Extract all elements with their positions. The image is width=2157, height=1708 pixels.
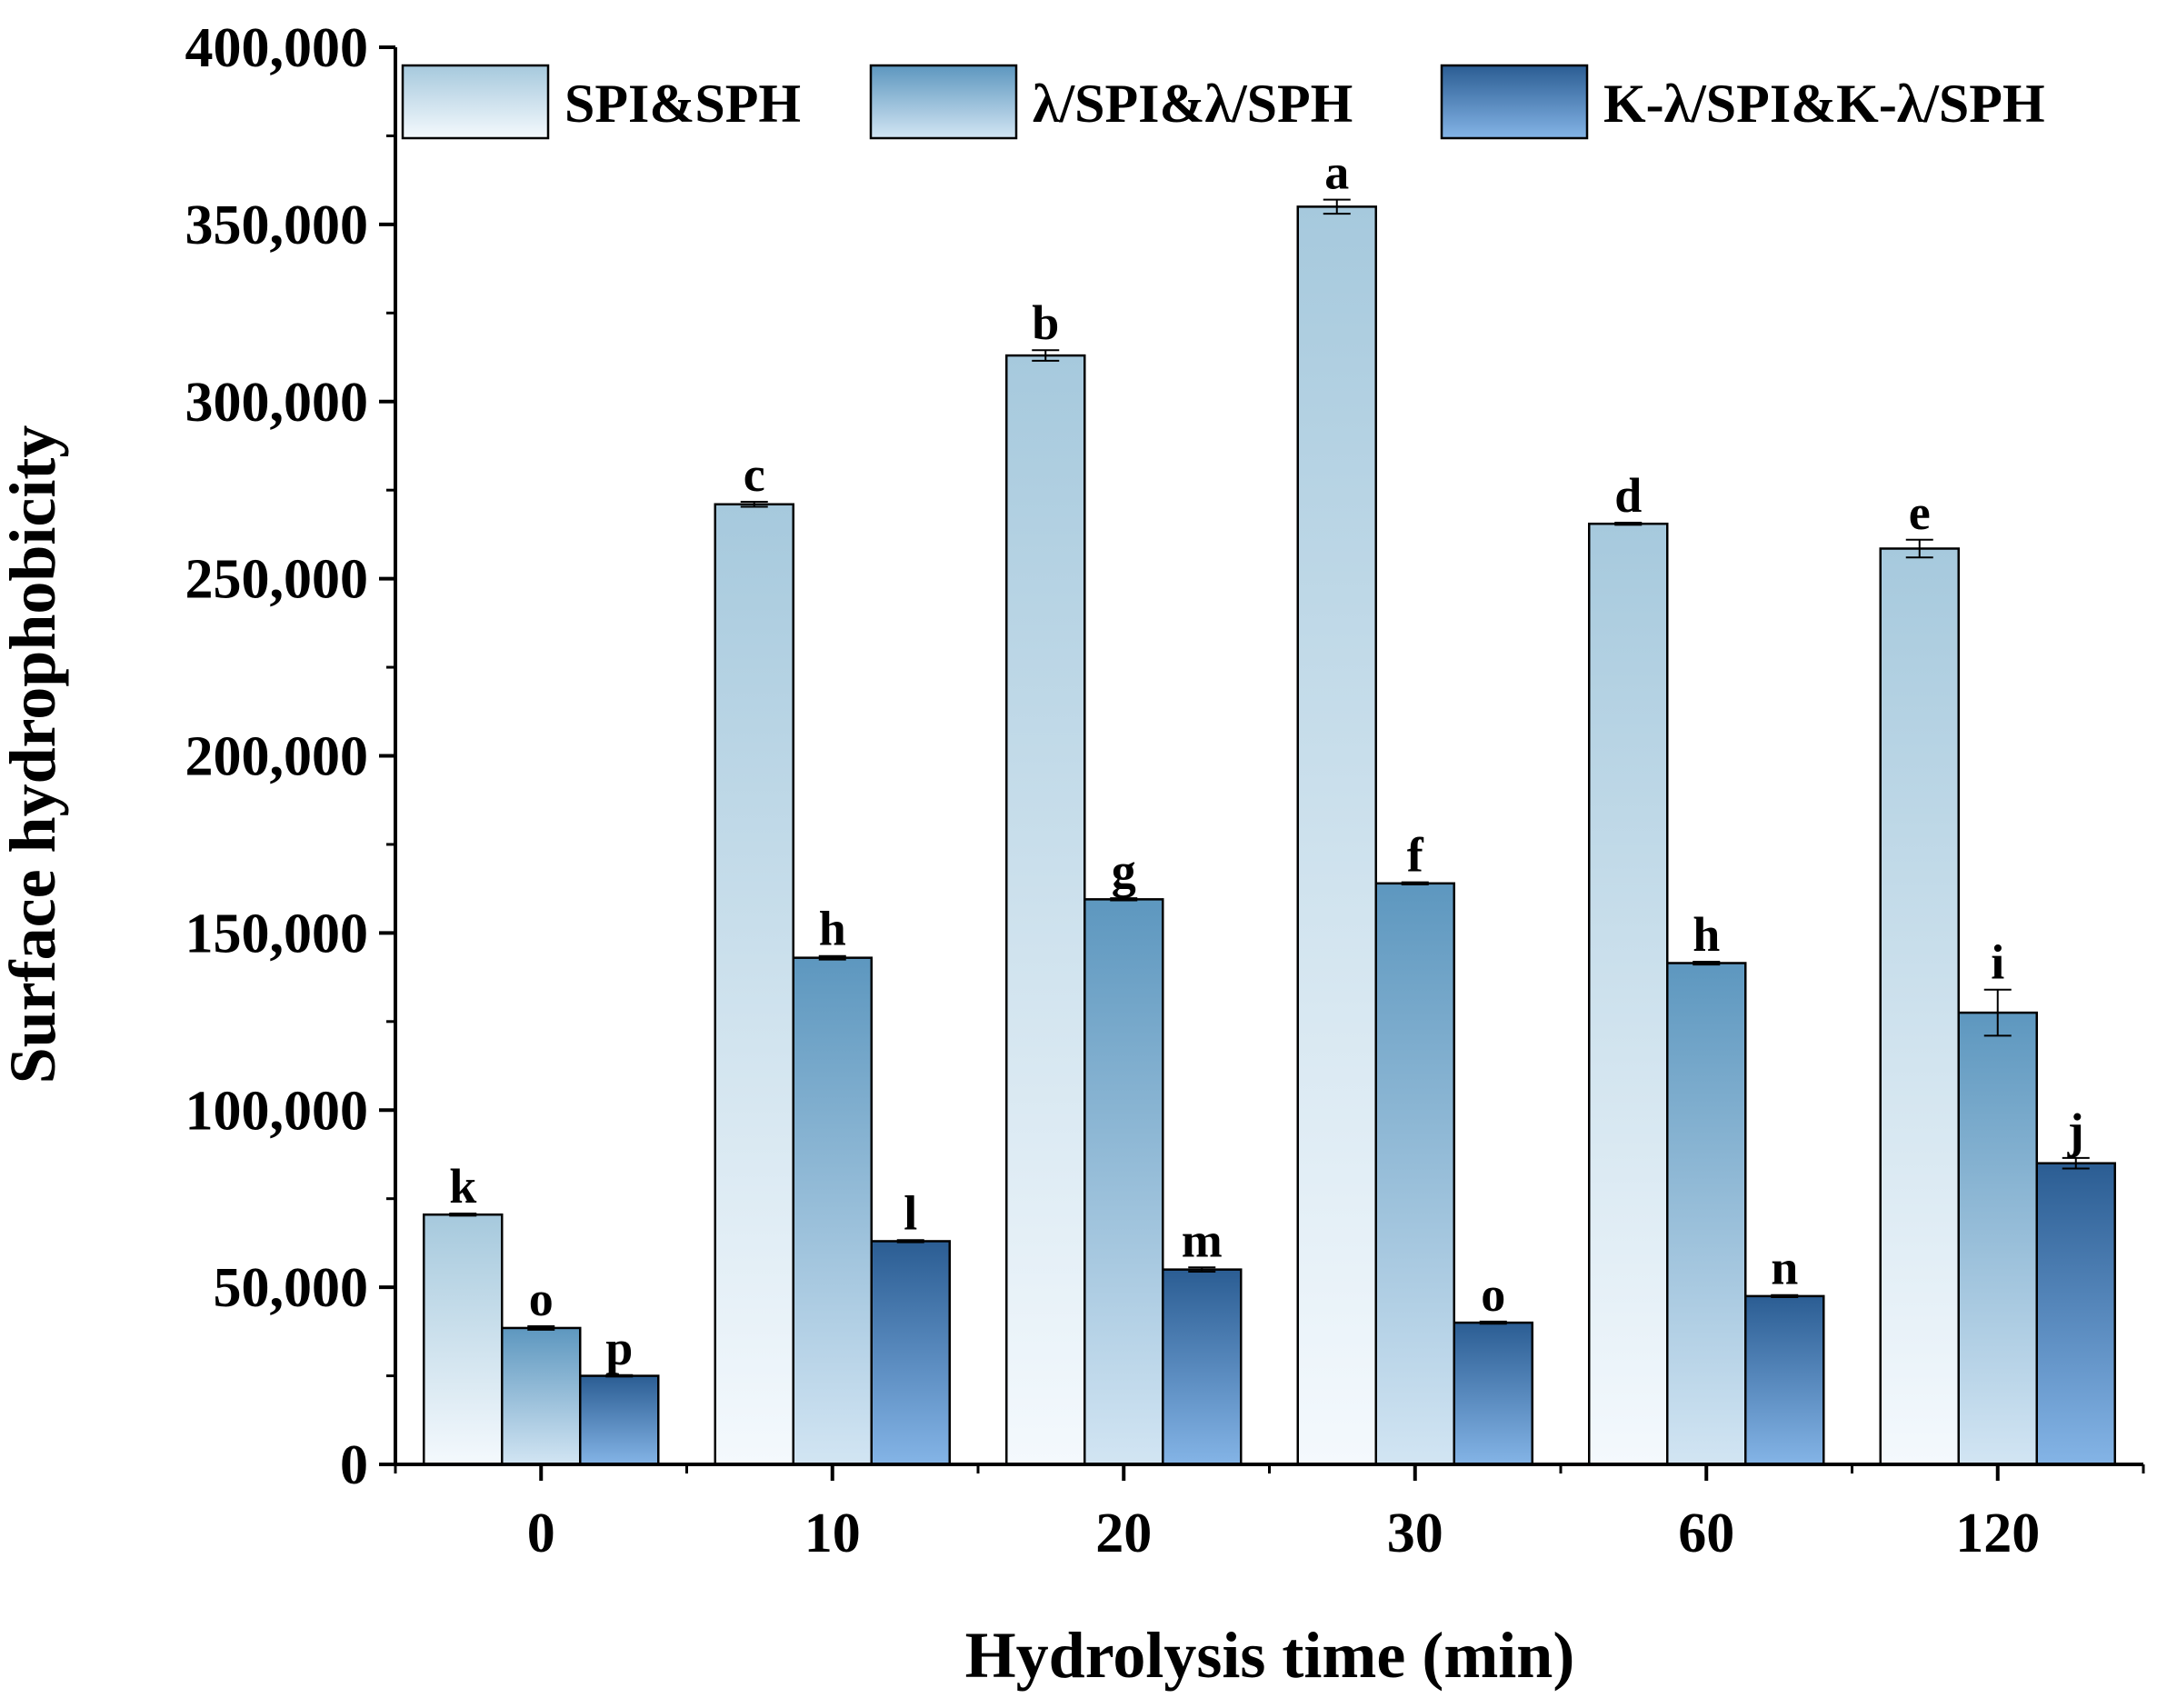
legend-swatch (401, 64, 550, 140)
x-tick-label: 20 (1095, 1503, 1152, 1564)
y-tick-label: 350,000 (185, 195, 369, 256)
x-tick-label: 10 (804, 1503, 861, 1564)
x-axis-title: Hydrolysis time (min) (965, 1619, 1575, 1692)
x-tick-label: 120 (1955, 1503, 2040, 1564)
bar-K-λ/SPI&K-λ/SPH-60 (1744, 1294, 1825, 1466)
error-bar (1032, 349, 1060, 362)
bar-SPI&SPH-120 (1879, 547, 1960, 1466)
x-tick-label: 30 (1387, 1503, 1443, 1564)
y-tick-label: 150,000 (185, 903, 369, 964)
legend-swatch (869, 64, 1018, 140)
error-bar (1905, 538, 1933, 559)
significance-letter: e (1909, 485, 1931, 540)
y-axis-title: Surface hydrophobicity (0, 425, 69, 1084)
y-tick-label: 400,000 (185, 17, 369, 79)
error-bar (1983, 988, 2012, 1037)
bar-SPI&SPH-20 (1005, 354, 1086, 1466)
significance-letter: j (2067, 1104, 2084, 1158)
significance-letter: b (1032, 295, 1059, 350)
bar-λ/SPI&λ/SPH-20 (1083, 898, 1164, 1466)
error-bar (1188, 1266, 1216, 1273)
significance-letter: o (529, 1272, 554, 1326)
bar-λ/SPI&λ/SPH-10 (792, 956, 873, 1466)
error-bar (1479, 1320, 1507, 1325)
error-bar (740, 501, 768, 508)
error-bar (1323, 198, 1351, 215)
y-tick-label: 250,000 (185, 549, 369, 611)
legend-swatch (1440, 64, 1589, 140)
significance-letter: i (1991, 935, 2004, 990)
legend-label: K-λ/SPI&K-λ/SPH (1603, 74, 2045, 134)
bar-K-λ/SPI&K-λ/SPH-20 (1162, 1268, 1243, 1466)
error-bar (896, 1239, 924, 1244)
error-bar (527, 1324, 555, 1331)
error-bar (1771, 1293, 1799, 1299)
significance-letter: f (1407, 828, 1424, 883)
significance-letter: h (819, 902, 846, 956)
y-tick-label: 0 (340, 1434, 368, 1496)
error-bar (449, 1213, 477, 1217)
y-tick-label: 200,000 (185, 726, 369, 788)
bar-SPI&SPH-10 (714, 503, 794, 1466)
bar-K-λ/SPI&K-λ/SPH-30 (1453, 1321, 1533, 1466)
bar-SPI&SPH-30 (1296, 205, 1377, 1466)
significance-letter: a (1324, 145, 1349, 200)
bar-K-λ/SPI&K-λ/SPH-0 (579, 1374, 660, 1466)
significance-letter: h (1693, 907, 1720, 962)
legend-item: λ/SPI&λ/SPH (869, 64, 1353, 140)
significance-letter: g (1112, 844, 1136, 898)
legend-item: K-λ/SPI&K-λ/SPH (1440, 64, 2045, 140)
significance-letter: c (744, 447, 765, 502)
bar-SPI&SPH-60 (1588, 522, 1669, 1466)
error-bar (1110, 897, 1138, 902)
significance-letter: n (1771, 1241, 1798, 1295)
bar-λ/SPI&λ/SPH-120 (1957, 1011, 2038, 1466)
significance-letter: p (605, 1321, 633, 1375)
significance-letter: o (1481, 1267, 1505, 1322)
error-bar (605, 1373, 634, 1378)
significance-letter: k (449, 1159, 476, 1214)
bar-λ/SPI&λ/SPH-30 (1374, 882, 1455, 1466)
bar-SPI&SPH-0 (423, 1213, 504, 1466)
error-bar (818, 954, 846, 961)
error-bar (1401, 881, 1429, 885)
significance-letter: d (1614, 468, 1642, 523)
x-tick-label: 0 (527, 1503, 555, 1564)
error-bar (1693, 960, 1721, 966)
bar-K-λ/SPI&K-λ/SPH-10 (870, 1240, 951, 1466)
y-tick-label: 50,000 (214, 1257, 369, 1319)
legend-label: λ/SPI&λ/SPH (1033, 74, 1353, 134)
bar-λ/SPI&λ/SPH-0 (501, 1326, 582, 1466)
significance-letter: l (904, 1185, 917, 1240)
significance-letter: m (1182, 1213, 1223, 1267)
legend-item: SPI&SPH (401, 64, 801, 140)
y-tick-label: 300,000 (185, 372, 369, 434)
error-bar (1614, 522, 1643, 526)
legend-label: SPI&SPH (564, 74, 801, 134)
bar-K-λ/SPI&K-λ/SPH-120 (2035, 1162, 2116, 1466)
x-tick-label: 60 (1678, 1503, 1734, 1564)
bar-λ/SPI&λ/SPH-60 (1666, 962, 1747, 1466)
y-tick-label: 100,000 (185, 1080, 369, 1142)
error-bar (2062, 1156, 2090, 1170)
